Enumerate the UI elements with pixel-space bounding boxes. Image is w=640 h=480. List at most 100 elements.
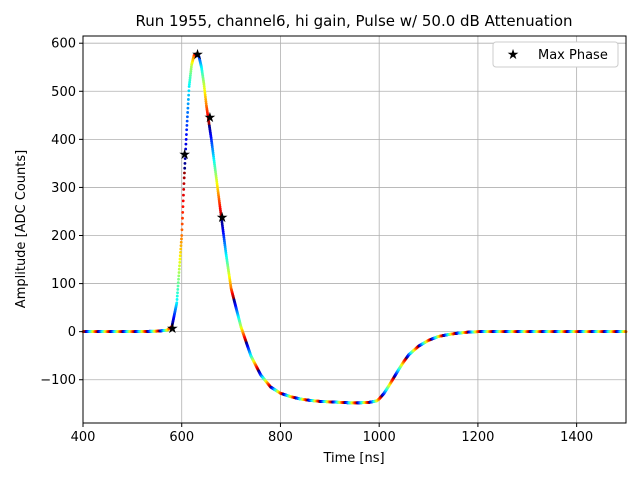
pulse-point <box>179 240 183 244</box>
legend-star-icon: ★ <box>507 47 520 63</box>
pulse-point <box>187 82 191 86</box>
x-tick-label: 400 <box>71 430 96 445</box>
pulse-point <box>177 271 181 274</box>
pulse-point <box>178 264 181 268</box>
x-tick-label: 1400 <box>560 430 593 445</box>
max-phase-marker: ★ <box>216 210 229 226</box>
pulse-point <box>186 111 190 114</box>
pulse-point <box>182 193 185 197</box>
pulse-point <box>189 69 193 73</box>
x-axis-label: Time [ns] <box>322 451 384 466</box>
y-tick-label: 300 <box>51 181 76 196</box>
pulse-point <box>203 91 207 95</box>
y-tick-label: 600 <box>51 37 76 52</box>
pulse-point <box>185 124 189 127</box>
pulse-point <box>189 72 193 75</box>
pulse-point <box>178 261 182 264</box>
pulse-point <box>187 85 191 88</box>
legend-box <box>492 41 619 68</box>
chart-title: Run 1955, channel6, hi gain, Pulse w/ 50… <box>135 12 572 30</box>
pulse-point <box>184 152 187 156</box>
pulse-point <box>180 234 184 237</box>
pulse-point <box>188 78 192 82</box>
y-tick-label: 100 <box>51 277 76 292</box>
pulse-point <box>204 102 208 105</box>
pulse-point <box>178 254 182 258</box>
pulse-point <box>204 95 207 99</box>
pulse-point <box>179 247 183 251</box>
pulse-point <box>175 294 179 298</box>
pulse-point <box>185 128 189 132</box>
max-phase-marker: ★ <box>204 110 217 126</box>
y-tick-label: 0 <box>68 325 76 340</box>
pulse-point <box>180 237 183 241</box>
pulse-point <box>183 157 187 160</box>
pulse-point <box>187 93 191 97</box>
pulse-point <box>203 93 207 97</box>
legend: ★ Max Phase <box>492 41 619 68</box>
pulse-point <box>184 142 188 146</box>
pulse-point <box>183 166 187 170</box>
pulse-point <box>188 80 192 84</box>
plot-frame <box>82 35 627 424</box>
y-tick-label: −100 <box>40 373 76 388</box>
pulse-point <box>204 99 208 103</box>
pulse-point <box>186 102 190 106</box>
x-tick-label: 600 <box>169 430 194 445</box>
y-axis-label: Amplitude [ADC Counts] <box>14 150 29 308</box>
pulse-point <box>180 222 184 226</box>
pulse-point <box>185 119 189 123</box>
max-phase-marker: ★ <box>178 147 191 163</box>
pulse-point <box>176 287 180 291</box>
pulse-point <box>181 205 185 209</box>
pulse-point <box>181 199 185 203</box>
max-phase-marker: ★ <box>191 47 204 63</box>
pulse-point <box>189 65 193 69</box>
pulse-point <box>186 106 190 110</box>
max-phase-marker: ★ <box>166 321 179 337</box>
pulse-point <box>187 89 191 93</box>
x-tick-label: 1200 <box>461 430 494 445</box>
pulse-point <box>188 74 192 78</box>
pulse-point <box>179 244 183 248</box>
pulse-point <box>182 176 186 180</box>
pulse-points <box>81 52 628 405</box>
pulse-point <box>180 228 184 232</box>
pulse-point <box>184 137 188 141</box>
max-phase-markers: ★ ★ ★ ★ ★ <box>166 47 228 337</box>
pulse-point <box>185 133 188 136</box>
pulse-point <box>181 211 185 214</box>
x-tick-label: 800 <box>268 430 293 445</box>
pulse-point <box>184 147 188 151</box>
pulse-point <box>182 187 186 191</box>
y-tick-label: 500 <box>51 85 76 100</box>
pulse-point <box>183 162 187 165</box>
pulse-point <box>189 67 193 71</box>
x-tick-label: 1000 <box>363 430 396 445</box>
pulse-point <box>202 82 206 86</box>
pulse-point <box>186 98 190 101</box>
y-tick-label: 200 <box>51 229 76 244</box>
pulse-point <box>203 89 207 92</box>
legend-label-max-phase: Max Phase <box>538 48 608 63</box>
pulse-point <box>203 87 206 90</box>
y-tick-label: 400 <box>51 133 76 148</box>
pulse-point <box>176 291 179 295</box>
pulse-point <box>186 115 189 119</box>
pulse-point <box>179 250 182 254</box>
pulse-point <box>177 267 181 271</box>
pulse-point <box>183 171 186 175</box>
axis-ticks: 400 600 800 1000 1200 1400 −100 0 100 200 300 400 50… <box>40 37 593 445</box>
pulse-point <box>188 76 192 80</box>
pulse-point <box>176 284 180 288</box>
pulse-point <box>182 182 186 185</box>
pulse-point <box>181 216 184 220</box>
pulse-point <box>177 277 180 281</box>
pulse-point <box>202 84 206 88</box>
pulse-point <box>178 257 182 261</box>
pulse-point <box>177 274 181 278</box>
pulse-point <box>176 281 180 285</box>
pulse-point <box>175 298 179 301</box>
